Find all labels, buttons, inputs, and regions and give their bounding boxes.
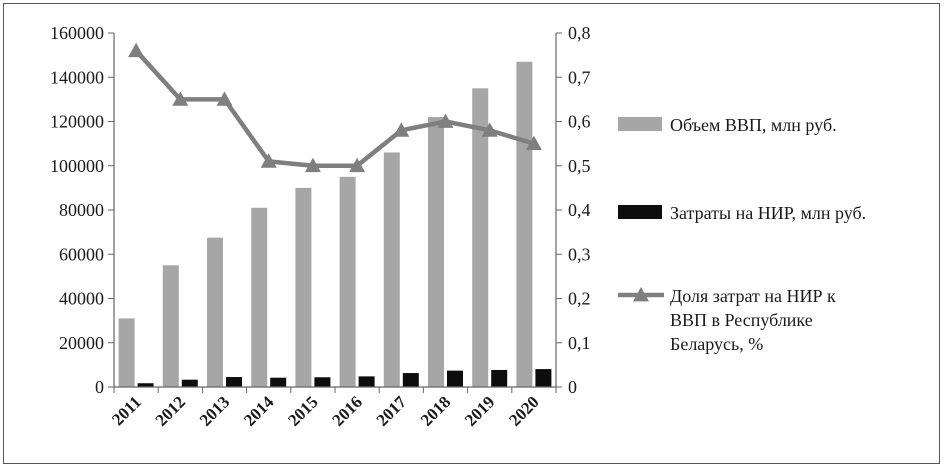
legend-swatch-gdp: [618, 117, 662, 131]
legend-label-gdp: Объем ВВП, млн руб.: [670, 115, 837, 135]
bar-gdp-2016: [340, 177, 356, 387]
chart-frame: 0 20000 40000 60000 80000 100000 120000 140000 1…: [3, 3, 940, 464]
left-tick-label: 0: [95, 377, 104, 397]
x-tick-label-2018: 2018: [417, 392, 454, 429]
left-tick-label: 140000: [50, 67, 104, 87]
right-tick-label: 0,4: [568, 200, 591, 220]
combo-chart: 0 20000 40000 60000 80000 100000 120000 140000 1…: [4, 4, 939, 463]
bar-gdp-2013: [207, 238, 223, 387]
right-tick-label: 0,6: [568, 112, 591, 132]
right-tick-label: 0: [568, 377, 577, 397]
legend-label-share-line: Беларусь, %: [670, 334, 763, 354]
legend-swatch-rnd: [618, 205, 662, 219]
x-tick-label-2014: 2014: [240, 392, 278, 430]
right-axis-ticks: 0 0,1 0,2 0,3 0,4 0,5 0,6 0,7 0,8: [556, 23, 591, 397]
left-axis-ticks: 0 20000 40000 60000 80000 100000 120000 140000 1…: [50, 23, 114, 397]
bar-gdp-2012: [163, 265, 179, 387]
bar-gdp-2011: [119, 318, 135, 387]
legend: Объем ВВП, млн руб. Затраты на НИР, млн р…: [618, 115, 866, 354]
x-tick-label-2015: 2015: [284, 392, 321, 429]
left-tick-label: 160000: [50, 23, 104, 43]
right-tick-label: 0,1: [568, 333, 591, 353]
x-axis-ticks: 2011 2012 2013 2014 2015 2016 2017 2018 2019 2020: [108, 392, 543, 430]
legend-label-share: Доля затрат на НИР к ВВП в Республике Бела…: [670, 286, 836, 354]
x-tick-label-2019: 2019: [461, 392, 498, 429]
bar-rnd-2013: [226, 377, 242, 387]
x-tick-label-2020: 2020: [505, 392, 542, 429]
bar-gdp-2014: [251, 208, 267, 387]
bar-rnd-2014: [270, 378, 286, 387]
left-tick-label: 20000: [59, 333, 104, 353]
x-tick-label-2016: 2016: [328, 392, 365, 429]
left-tick-label: 60000: [59, 244, 104, 264]
legend-label-share-line: Доля затрат на НИР к: [670, 286, 836, 306]
x-tick-label-2011: 2011: [108, 392, 145, 429]
bar-rnd-2012: [182, 380, 198, 387]
axes: [114, 33, 556, 393]
bar-rnd-2015: [314, 377, 330, 387]
bar-rnd-2020: [535, 369, 551, 387]
left-tick-label: 100000: [50, 156, 104, 176]
right-tick-label: 0,3: [568, 244, 591, 264]
x-tick-label-2012: 2012: [152, 392, 189, 429]
bar-gdp-2017: [384, 152, 400, 387]
bar-rnd-2018: [447, 371, 463, 387]
left-tick-label: 80000: [59, 200, 104, 220]
right-tick-label: 0,2: [568, 289, 591, 309]
bar-gdp-2015: [295, 188, 311, 387]
bar-rnd-2017: [403, 373, 419, 387]
right-tick-label: 0,5: [568, 156, 591, 176]
left-tick-label: 40000: [59, 289, 104, 309]
right-tick-label: 0,8: [568, 23, 591, 43]
bar-gdp-2020: [516, 62, 532, 387]
bar-gdp-2018: [428, 117, 444, 387]
legend-label-share-line: ВВП в Республике: [670, 310, 813, 330]
bar-rnd-2019: [491, 370, 507, 387]
bar-rnd-2016: [359, 376, 375, 387]
left-tick-label: 120000: [50, 112, 104, 132]
legend-label-rnd: Затраты на НИР, млн руб.: [670, 203, 866, 223]
x-tick-label-2013: 2013: [196, 392, 233, 429]
x-tick-label-2017: 2017: [373, 392, 411, 430]
bars: [119, 62, 552, 387]
share-point-2011: [128, 43, 144, 57]
right-tick-label: 0,7: [568, 67, 591, 87]
